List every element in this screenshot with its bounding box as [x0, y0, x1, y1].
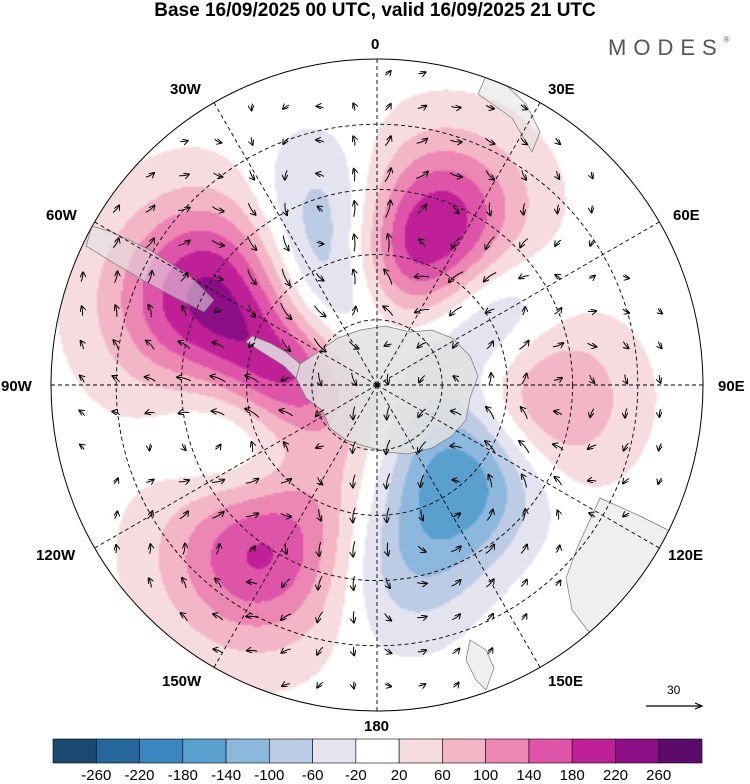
colorbar-tick-label: 140 — [516, 767, 541, 784]
lon-label-180: 180 — [364, 718, 389, 736]
reference-vector-label: 30 — [667, 683, 680, 697]
colorbar-tick-label: -220 — [124, 767, 154, 784]
lon-label-90e: 90E — [718, 378, 745, 396]
colorbar-box — [183, 739, 226, 763]
colorbar-tick-label: -180 — [168, 767, 198, 784]
wind-vector — [116, 545, 117, 553]
lon-label-0: 0 — [371, 36, 379, 54]
colorbar-tick-label: 260 — [646, 767, 671, 784]
colorbar-box — [313, 739, 356, 763]
colorbar-tick-label: 60 — [434, 767, 451, 784]
colorbar-box — [529, 739, 572, 763]
colorbar-box — [269, 739, 312, 763]
south-pole-marker — [375, 383, 380, 388]
lon-label-150w: 150W — [162, 673, 201, 691]
lon-label-30e: 30E — [548, 81, 575, 99]
lon-label-150e: 150E — [548, 673, 583, 691]
colorbar-box — [96, 739, 139, 763]
colorbar-box — [399, 739, 442, 763]
lon-label-90w: 90W — [1, 378, 32, 396]
colorbar-tick-label: 180 — [560, 767, 585, 784]
lon-label-60w: 60W — [46, 207, 77, 225]
colorbar-tick-label: -260 — [81, 767, 111, 784]
colorbar-tick-label: -60 — [302, 767, 324, 784]
colorbar-tick-label: -100 — [254, 767, 284, 784]
colorbar-box — [442, 739, 485, 763]
lon-label-120w: 120W — [36, 547, 75, 565]
colorbar — [53, 739, 702, 763]
lon-label-120e: 120E — [668, 547, 703, 565]
colorbar-box — [486, 739, 529, 763]
colorbar-tick-label: 100 — [473, 767, 498, 784]
colorbar-box — [356, 739, 399, 763]
lon-label-60e: 60E — [673, 207, 700, 225]
colorbar-tick-label: 20 — [391, 767, 408, 784]
colorbar-tick-label: 220 — [603, 767, 628, 784]
colorbar-box — [615, 739, 658, 763]
colorbar-box — [572, 739, 615, 763]
colorbar-tick-label: -140 — [211, 767, 241, 784]
colorbar-tick-label: -20 — [345, 767, 367, 784]
colorbar-box — [226, 739, 269, 763]
colorbar-box — [140, 739, 183, 763]
colorbar-box — [659, 739, 702, 763]
colorbar-box — [53, 739, 96, 763]
lon-label-30w: 30W — [170, 81, 201, 99]
